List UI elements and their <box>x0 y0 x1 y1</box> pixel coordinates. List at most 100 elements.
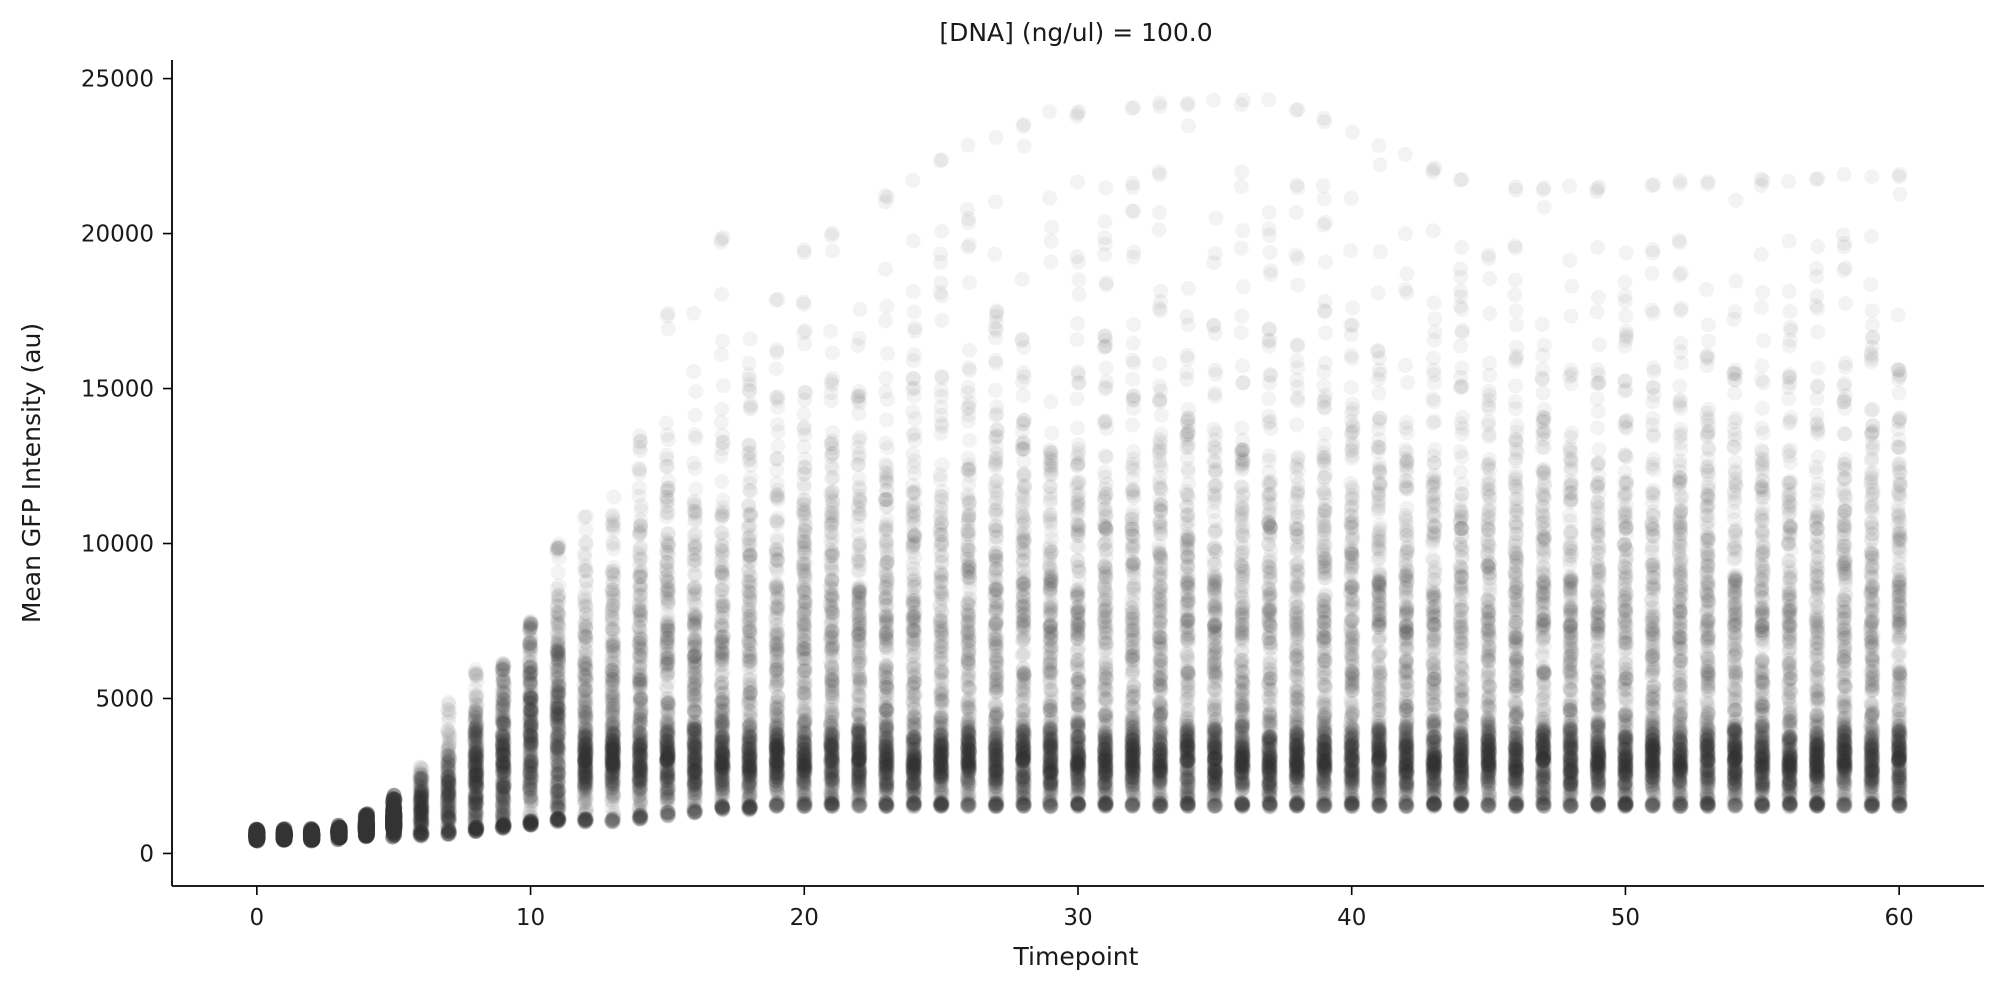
scatter-point <box>688 512 703 527</box>
scatter-point <box>551 634 566 649</box>
scatter-point <box>606 713 621 728</box>
scatter-point <box>660 574 675 589</box>
scatter-point <box>550 701 565 716</box>
scatter-point <box>468 798 483 813</box>
scatter-point <box>495 798 510 813</box>
scatter-point <box>415 767 430 782</box>
scatter-point <box>660 309 675 324</box>
scatter-point <box>659 416 674 431</box>
scatter-point <box>495 656 510 671</box>
scatter-point <box>634 577 649 592</box>
scatter-point <box>524 736 539 751</box>
scatter-point <box>632 810 647 825</box>
scatter-point <box>579 668 594 683</box>
scatter-point <box>631 619 646 634</box>
scatter-point <box>250 831 265 846</box>
scatter-point <box>551 565 566 580</box>
scatter-point <box>659 559 674 574</box>
scatter-point <box>578 813 593 828</box>
scatter-point <box>633 549 648 564</box>
scatter-point <box>633 607 648 622</box>
scatter-point <box>661 538 676 553</box>
scatter-point <box>634 503 649 518</box>
scatter-point <box>550 647 565 662</box>
scatter-point <box>606 490 621 505</box>
scatter-point <box>579 564 594 579</box>
scatter-point <box>661 321 676 336</box>
scatter-point <box>549 815 564 830</box>
scatter-point <box>442 781 457 796</box>
scatter-point <box>578 766 593 781</box>
scatter-point <box>634 701 649 716</box>
scatter-point <box>714 474 729 489</box>
scatter-point <box>551 783 566 798</box>
scatter-point <box>605 781 620 796</box>
scatter-point <box>660 655 675 670</box>
scatter-point <box>632 788 647 803</box>
scatter-point <box>660 743 675 758</box>
scatter-point <box>412 824 427 839</box>
scatter-point <box>661 780 676 795</box>
scatter-point <box>686 694 701 709</box>
scatter-point <box>688 461 703 476</box>
scatter-point <box>468 758 483 773</box>
scatter-point <box>687 528 702 543</box>
scatter-point <box>523 815 538 830</box>
data-points <box>248 92 1908 848</box>
scatter-point <box>578 705 593 720</box>
scatter-point <box>660 766 675 781</box>
scatter-point <box>495 755 510 770</box>
scatter-point <box>686 588 701 603</box>
scatter-point <box>606 634 621 649</box>
scatter-point <box>660 459 675 474</box>
scatter-point <box>661 700 676 715</box>
scatter-point <box>551 660 566 675</box>
scatter-point <box>660 801 675 816</box>
scatter-point <box>660 725 675 740</box>
scatter-point <box>716 378 731 393</box>
scatter-point <box>522 624 537 639</box>
scatter-point <box>604 622 619 637</box>
scatter-point <box>632 750 647 765</box>
scatter-point <box>686 306 701 321</box>
scatter-point <box>550 541 565 556</box>
scatter-point <box>715 334 730 349</box>
scatter-point <box>495 706 510 721</box>
scatter-point <box>632 593 647 608</box>
scatter-point <box>686 718 701 733</box>
scatter-point <box>606 666 621 681</box>
scatter-point <box>469 667 484 682</box>
scatter-point <box>659 627 674 642</box>
scatter-point <box>634 564 649 579</box>
scatter-point <box>523 643 538 658</box>
scatter-point <box>303 824 318 839</box>
scatter-point <box>522 703 537 718</box>
scatter-point <box>688 547 703 562</box>
scatter-point <box>604 754 619 769</box>
scatter-point <box>495 820 510 835</box>
scatter-point <box>686 364 701 379</box>
scatter-point <box>577 546 592 561</box>
scatter-point <box>577 630 592 645</box>
scatter-point <box>549 802 564 817</box>
scatter-point <box>358 818 373 833</box>
scatter-point <box>605 602 620 617</box>
scatter-point <box>469 824 484 839</box>
scatter-point <box>605 684 620 699</box>
scatter-point <box>687 738 702 753</box>
scatter-point <box>578 692 593 707</box>
scatter-point <box>714 347 729 362</box>
scatter-point <box>634 644 649 659</box>
scatter-point <box>552 607 567 622</box>
scatter-point <box>276 829 291 844</box>
scatter-point <box>632 462 647 477</box>
scatter-point <box>523 676 538 691</box>
scatter-point <box>524 756 539 771</box>
scatter-point <box>577 589 592 604</box>
scatter-point <box>551 685 566 700</box>
scatter-point <box>605 734 620 749</box>
scatter-point <box>551 766 566 781</box>
scatter-point <box>387 788 402 803</box>
scatter-point <box>688 662 703 677</box>
